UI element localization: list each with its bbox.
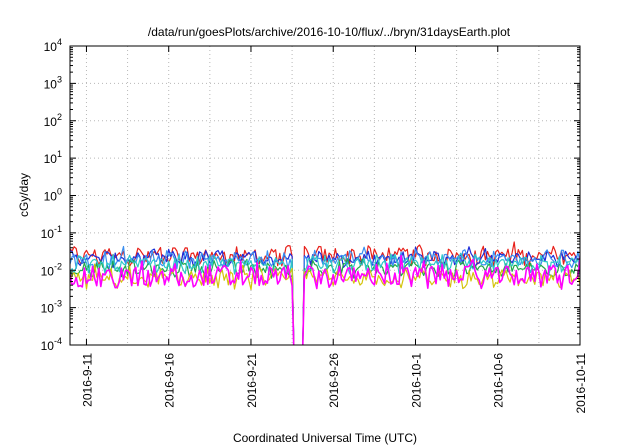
x-axis: 2016-9-11 2016-9-16 2016-9-21 2016-9-26 2016…: [80, 46, 588, 414]
y-tick-label: 103: [44, 74, 62, 91]
y-axis-label: cGy/day: [17, 173, 31, 217]
x-tick-label: 2016-10-6: [492, 353, 506, 408]
x-tick-label: 2016-10-11: [574, 353, 588, 414]
grid: [70, 46, 580, 345]
series-layer: [70, 241, 580, 345]
y-tick-label: 102: [44, 112, 62, 129]
y-tick-label: 10-4: [41, 336, 62, 353]
series-line: [70, 241, 580, 345]
y-tick-label: 10-2: [41, 261, 62, 278]
x-tick-label: 2016-9-16: [163, 353, 177, 408]
series-line: [70, 254, 580, 345]
series-line: [70, 245, 580, 345]
series-line: [70, 252, 580, 345]
y-tick-label: 100: [44, 187, 62, 204]
y-tick-label: 10-3: [41, 299, 62, 316]
series-line: [70, 258, 580, 345]
series-line: [70, 263, 580, 345]
y-tick-label: 101: [44, 149, 62, 166]
x-axis-label: Coordinated Universal Time (UTC): [233, 431, 417, 445]
x-tick-label: 2016-9-21: [245, 353, 259, 408]
chart-title: /data/run/goesPlots/archive/2016-10-10/f…: [148, 25, 511, 39]
y-tick-label: 104: [44, 37, 62, 54]
x-tick-label: 2016-9-26: [327, 353, 341, 408]
x-tick-label: 2016-9-11: [80, 353, 94, 407]
x-tick-label: 2016-10-1: [409, 353, 423, 408]
y-tick-label: 10-1: [41, 224, 62, 241]
